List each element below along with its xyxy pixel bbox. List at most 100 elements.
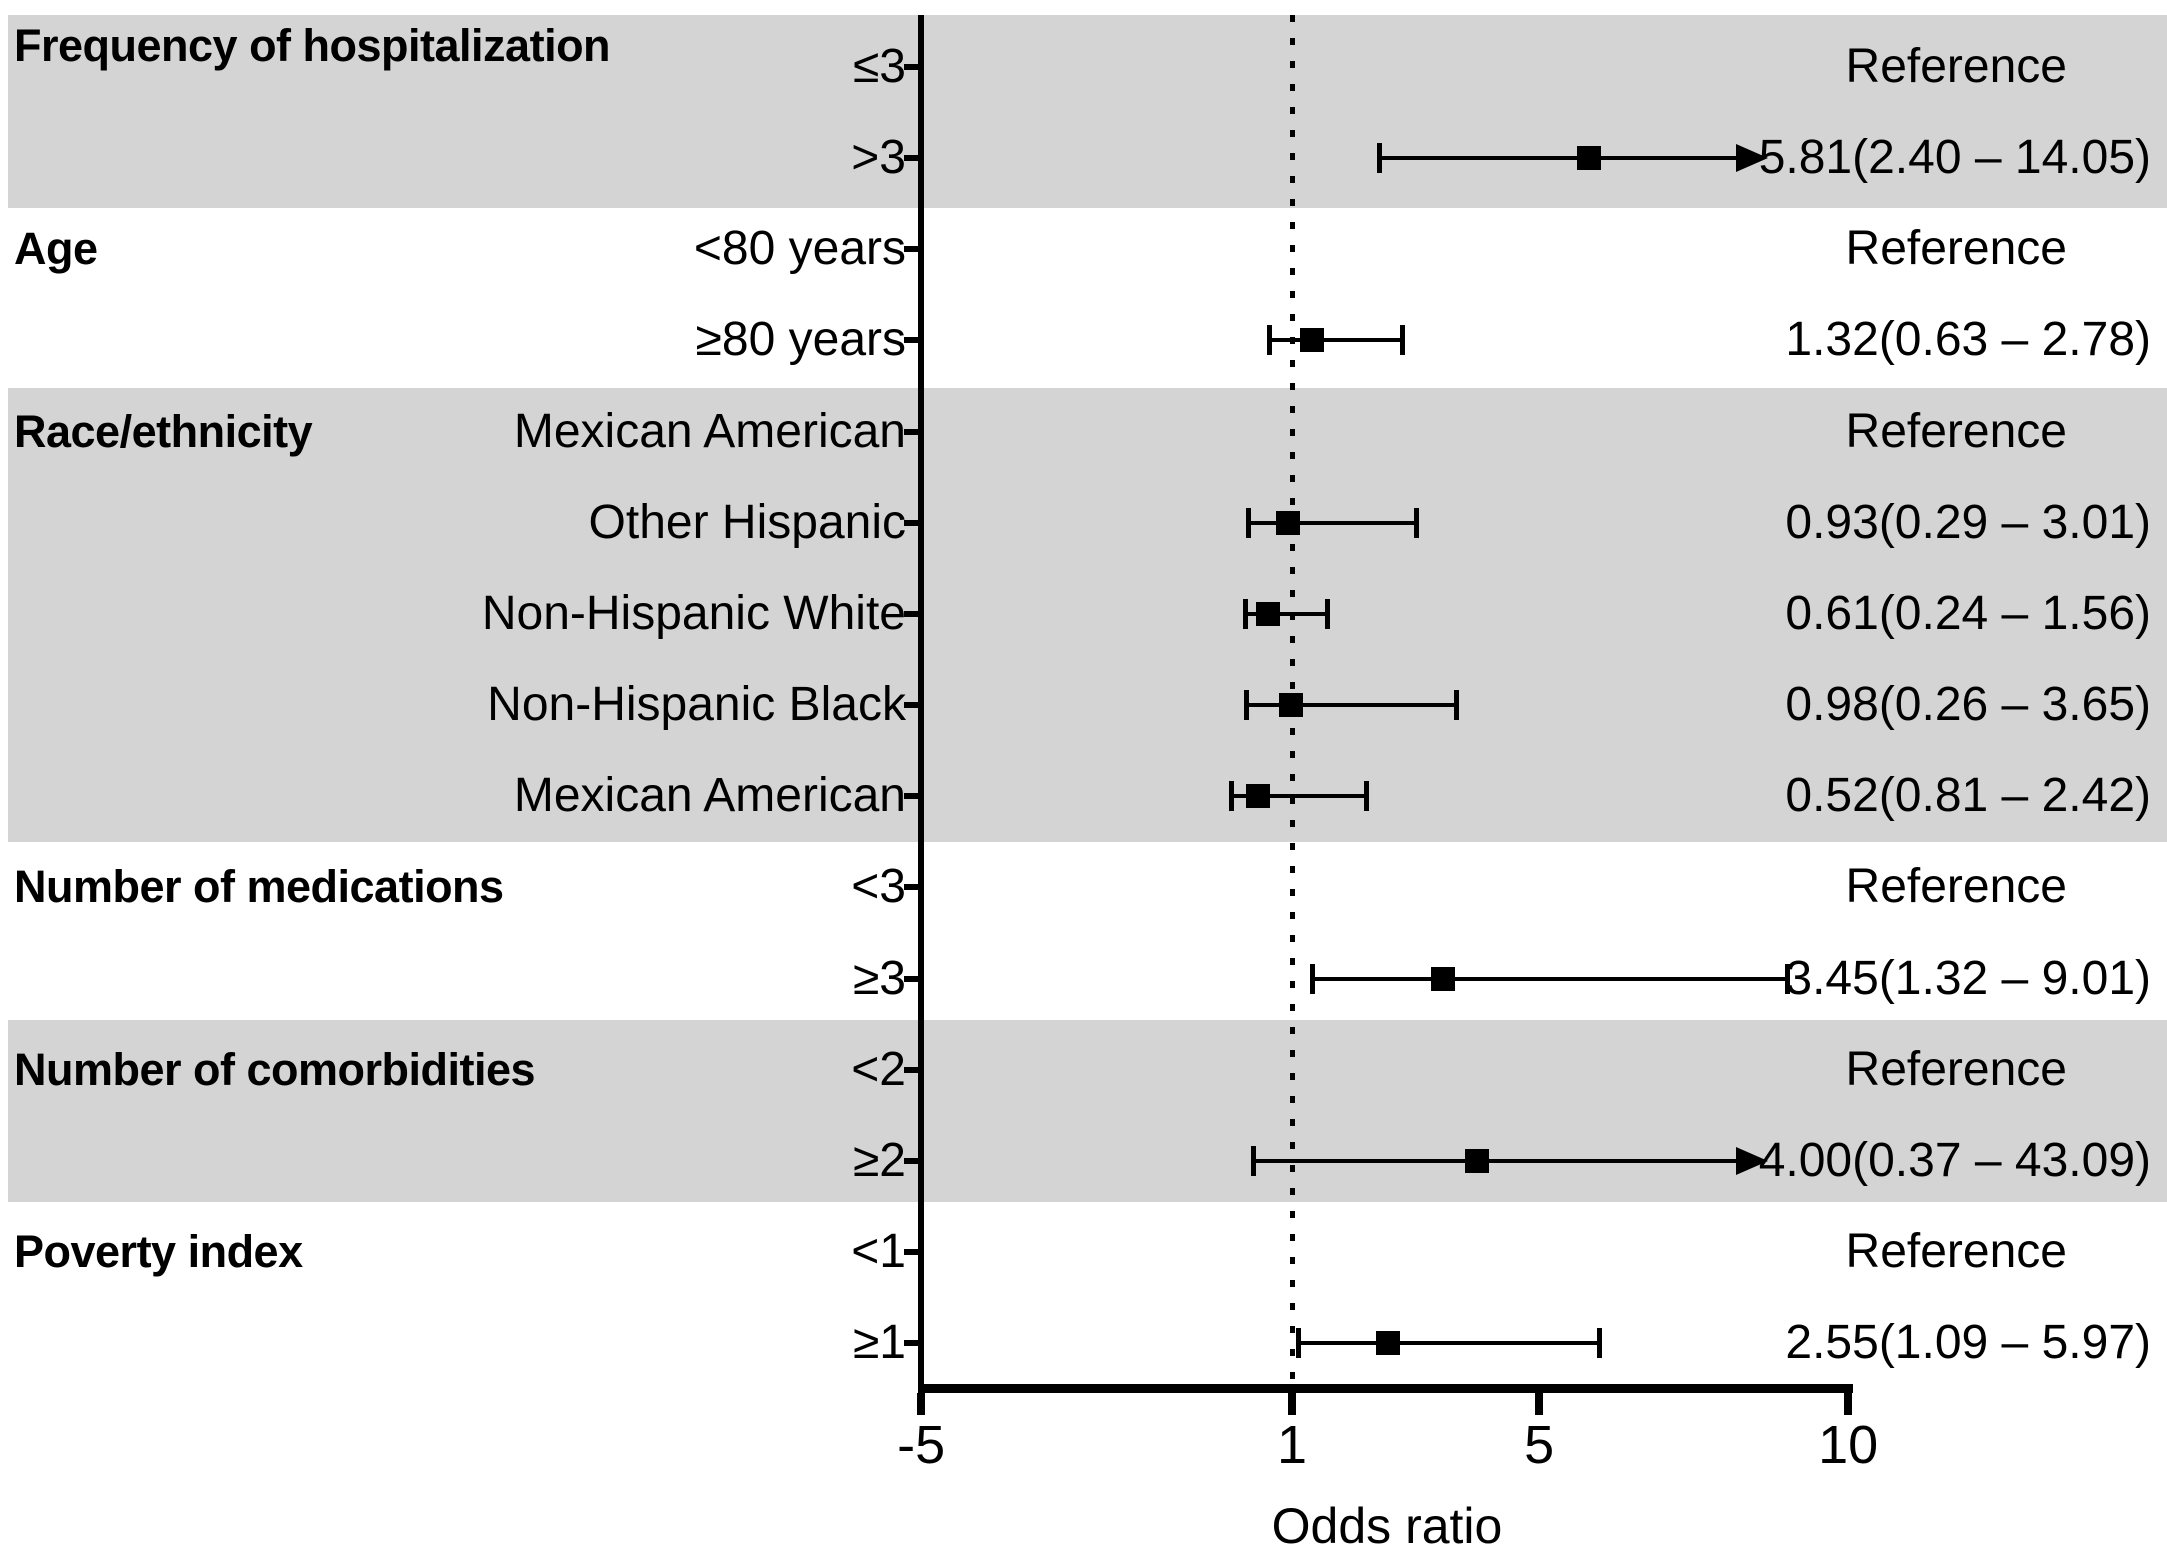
point-estimate-marker <box>1275 510 1300 535</box>
ci-line <box>1311 976 1787 981</box>
x-axis-tick-label: 1 <box>1276 1415 1308 1475</box>
row-label: <80 years <box>693 222 906 276</box>
point-estimate-marker <box>1299 328 1324 353</box>
ci-line <box>1231 794 1367 799</box>
ci-line <box>1269 338 1402 343</box>
ci-cap-left <box>1295 1328 1301 1359</box>
row-label: ≥3 <box>852 951 906 1005</box>
row-label: <1 <box>851 1224 906 1278</box>
x-axis-title: Odds ratio <box>1271 1498 1503 1554</box>
ci-cap-right <box>1400 325 1405 356</box>
ci-line <box>1297 1341 1600 1346</box>
or-ci-value: 0.61(0.24 – 1.56) <box>1785 586 2151 640</box>
x-axis-tick-label: 5 <box>1524 1415 1555 1475</box>
ci-cap-right <box>1414 507 1420 538</box>
ci-line <box>1253 1158 1740 1163</box>
x-axis-tick <box>1535 1393 1544 1415</box>
group-label: Age <box>14 223 98 275</box>
or-ci-value: 5.81(2.40 – 14.05) <box>1758 131 2151 185</box>
x-axis-tick-label: 10 <box>1818 1415 1879 1475</box>
or-ci-value: 2.55(1.09 – 5.97) <box>1785 1316 2151 1370</box>
ci-line <box>1378 156 1740 161</box>
ci-cap-right <box>1597 1328 1603 1359</box>
row-tick <box>904 337 918 344</box>
row-label: <3 <box>851 860 906 914</box>
ci-cap-right <box>1785 963 1791 994</box>
y-axis-spine <box>918 15 924 1388</box>
ci-cap-left <box>1251 1145 1257 1176</box>
row-tick <box>904 884 918 891</box>
ci-cap-left <box>1376 143 1382 174</box>
row-tick <box>904 1248 918 1255</box>
reference-label: Reference <box>1845 404 2067 458</box>
ci-arrow-right <box>1735 1146 1768 1175</box>
row-label: Other Hispanic <box>588 495 906 549</box>
ci-cap-left <box>1244 690 1250 721</box>
row-tick <box>904 610 918 617</box>
group-band-gray <box>8 1020 2167 1202</box>
group-label: Poverty index <box>14 1225 303 1277</box>
group-band-gray <box>8 15 2167 208</box>
point-estimate-marker <box>1255 601 1280 626</box>
ci-cap-right <box>1324 598 1330 629</box>
row-label: Non-Hispanic White <box>481 586 906 640</box>
ci-line <box>1245 611 1327 616</box>
ci-cap-left <box>1267 325 1273 356</box>
row-tick <box>904 1157 918 1164</box>
row-label: ≤3 <box>852 40 906 93</box>
group-label: Frequency of hospitalization <box>14 20 611 71</box>
row-tick <box>904 64 918 70</box>
point-estimate-marker <box>1577 146 1602 171</box>
reference-label: Reference <box>1845 1224 2067 1278</box>
point-estimate-marker <box>1278 693 1303 718</box>
row-tick <box>904 155 918 162</box>
row-tick <box>904 1340 918 1347</box>
or-ci-value: 0.93(0.29 – 3.01) <box>1785 495 2151 549</box>
reference-label: Reference <box>1845 222 2067 276</box>
ci-line <box>1248 520 1417 525</box>
row-tick <box>904 793 918 800</box>
point-estimate-marker <box>1246 784 1270 809</box>
or-ci-value: 0.98(0.26 – 3.65) <box>1785 678 2151 732</box>
row-tick <box>904 519 918 526</box>
row-label: Mexican American <box>513 404 906 458</box>
group-label: Number of medications <box>14 861 504 913</box>
row-tick <box>904 975 918 982</box>
x-axis-tick <box>1288 1393 1296 1415</box>
point-estimate-marker <box>1375 1331 1400 1356</box>
group-band-gray <box>8 388 2167 842</box>
row-tick <box>904 1066 918 1073</box>
row-label: ≥80 years <box>695 313 906 367</box>
ci-cap-right <box>1453 690 1459 721</box>
or-ci-value: 0.52(0.81 – 2.42) <box>1785 769 2151 823</box>
row-tick <box>904 702 918 709</box>
reference-label: Reference <box>1845 40 2067 93</box>
x-axis-tick <box>1844 1393 1853 1415</box>
row-tick <box>904 428 918 435</box>
point-estimate-marker <box>1465 1148 1490 1173</box>
or-ci-value: 4.00(0.37 – 43.09) <box>1758 1133 2151 1187</box>
point-estimate-marker <box>1431 966 1456 991</box>
or-ci-value: 3.45(1.32 – 9.01) <box>1785 951 2151 1005</box>
ci-cap-left <box>1243 598 1249 629</box>
row-label: >3 <box>851 131 906 185</box>
or-ci-value: 1.32(0.63 – 2.78) <box>1785 313 2151 367</box>
ci-arrow-right <box>1735 144 1768 173</box>
row-label: <2 <box>851 1042 906 1096</box>
row-label: Mexican American <box>513 769 906 823</box>
ci-cap-left <box>1309 963 1315 994</box>
reference-label: Reference <box>1845 860 2067 914</box>
x-axis-tick-label: -5 <box>897 1415 946 1475</box>
row-label: ≥2 <box>852 1133 906 1187</box>
group-label: Number of comorbidities <box>14 1043 536 1095</box>
reference-label: Reference <box>1845 1042 2067 1096</box>
row-label: ≥1 <box>852 1316 906 1370</box>
row-tick <box>904 246 918 253</box>
ci-cap-left <box>1246 507 1252 538</box>
group-label: Race/ethnicity <box>14 405 313 457</box>
ci-cap-right <box>1364 781 1370 812</box>
x-axis-tick <box>917 1393 926 1415</box>
ci-line <box>1246 703 1456 708</box>
ci-cap-left <box>1229 781 1235 812</box>
